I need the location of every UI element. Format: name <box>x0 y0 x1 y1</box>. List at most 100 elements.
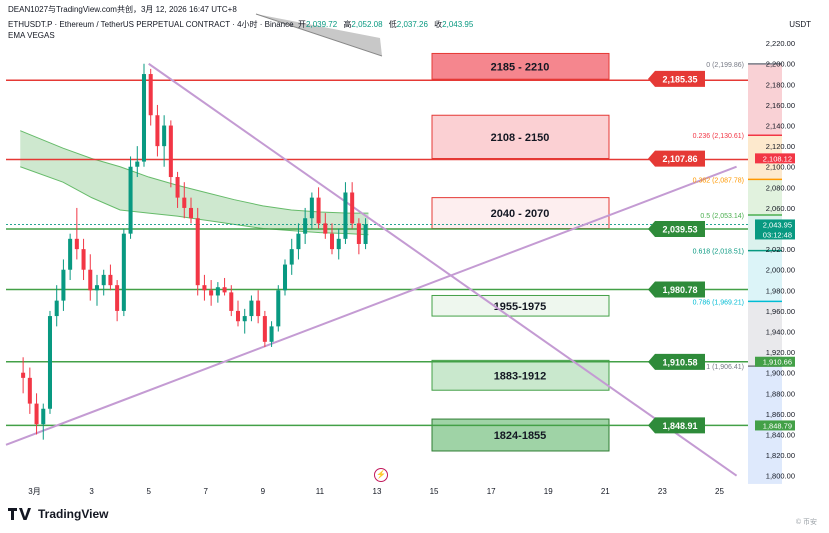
symbol-title[interactable]: ETHUSDT.P · Ethereum / TetherUS PERPETUA… <box>8 20 294 29</box>
zone-box-5 <box>431 418 610 452</box>
candle-body <box>94 285 100 291</box>
tradingview-logo: TradingView <box>8 507 108 521</box>
x-tick-label: 3 <box>89 487 94 496</box>
fib-label-2: 0.382 (2,087.78) <box>693 177 744 184</box>
candle-body <box>229 292 234 311</box>
price-tag-text-1: 2,107.86 <box>662 154 697 164</box>
high-value: 2,052.08 <box>351 20 383 29</box>
top-gray-triangle-edge <box>255 13 383 57</box>
x-tick-label: 3月 <box>28 487 40 496</box>
open-key: 开 <box>298 20 307 29</box>
candle-body <box>276 290 281 327</box>
y-tick-label: 2,140.00 <box>766 122 795 131</box>
y-tick-label: 1,860.00 <box>766 410 795 419</box>
price-tag-bg-2 <box>648 221 705 238</box>
tradingview-logo-text: TradingView <box>38 507 109 521</box>
price-tag-bg-0 <box>648 70 705 87</box>
candle-body <box>215 287 220 296</box>
close-key: 收 <box>434 20 443 29</box>
candle-body <box>195 218 200 286</box>
zone-box-3 <box>431 294 610 317</box>
axis-tag-bg-2 <box>755 356 795 367</box>
axis-tag-text-0: 2,108.12 <box>763 154 792 163</box>
share-text: DEAN1027与TradingView.com共创，3月 12, 2026 1… <box>8 5 237 14</box>
candle-body <box>54 300 59 317</box>
candle-body <box>175 177 180 198</box>
axis-tag-text-3: 1,848.79 <box>763 421 792 430</box>
fib-label-0: 0 (2,199.86) <box>706 62 744 69</box>
zone-label-1: 2108 - 2150 <box>491 132 550 144</box>
candle-body <box>128 166 133 234</box>
axis-tag-text-2: 1,910.66 <box>763 358 792 367</box>
candle-body <box>182 197 187 208</box>
ema-lower-line <box>20 166 369 236</box>
price-tag-bg-4 <box>648 353 705 370</box>
axis-tag-bg-1 <box>755 219 795 240</box>
zone-box-1 <box>431 114 610 159</box>
fib-label-5: 0.786 (1,969.21) <box>693 299 744 306</box>
y-tick-label: 1,960.00 <box>766 307 795 316</box>
x-tick-label: 21 <box>601 487 610 496</box>
x-tick-label: 17 <box>487 487 496 496</box>
candle-body <box>249 300 254 317</box>
candle-body <box>81 249 86 270</box>
fib-label-4: 0.618 (2,018.51) <box>693 249 744 256</box>
y-tick-label: 1,820.00 <box>766 451 795 460</box>
fib-strip-0 <box>748 63 782 136</box>
candle-body <box>108 274 113 286</box>
x-tick-label: 19 <box>544 487 553 496</box>
y-tick-label: 2,200.00 <box>766 60 795 69</box>
price-tag-text-2: 2,039.53 <box>662 225 697 235</box>
high-key: 高 <box>343 20 352 29</box>
fib-label-1: 0.236 (2,130.61) <box>693 133 744 140</box>
candle-body <box>155 115 160 147</box>
candle-body <box>61 269 66 301</box>
candle-body <box>296 233 301 250</box>
candle-body <box>27 377 32 404</box>
y-tick-label: 2,160.00 <box>766 101 795 110</box>
candle-body <box>168 125 173 178</box>
candle-body <box>269 326 274 342</box>
x-tick-label: 11 <box>316 487 325 496</box>
y-tick-label: 1,920.00 <box>766 348 795 357</box>
y-tick-label: 2,080.00 <box>766 183 795 192</box>
axis-tag-sub-1: 03:12:48 <box>763 230 792 239</box>
candle-body <box>68 238 73 270</box>
candle-body <box>47 316 52 409</box>
candle-body <box>343 192 348 239</box>
y-tick-label: 1,980.00 <box>766 286 795 295</box>
candle-body <box>316 197 321 224</box>
candle-body <box>336 238 341 250</box>
y-tick-label: 1,880.00 <box>766 389 795 398</box>
candle-body <box>74 238 79 250</box>
low-key: 低 <box>388 20 397 29</box>
y-tick-label: 2,060.00 <box>766 204 795 213</box>
y-tick-label: 2,220.00 <box>766 39 795 48</box>
y-tick-label: 1,940.00 <box>766 328 795 337</box>
indicator-name[interactable]: EMA VEGAS <box>8 31 55 40</box>
candle-body <box>209 290 214 296</box>
y-tick-label: 1,840.00 <box>766 431 795 440</box>
close-value: 2,043.95 <box>442 20 474 29</box>
candle-body <box>242 316 247 322</box>
bolt-icon[interactable]: ⚡ <box>374 468 388 482</box>
x-tick-label: 25 <box>715 487 724 496</box>
candle-body <box>309 197 314 219</box>
fib-strip-2 <box>748 179 782 215</box>
watermark: © 币安 <box>795 519 817 526</box>
candle-body <box>202 285 207 291</box>
fib-label-6: 1 (1,906.41) <box>706 364 744 371</box>
currency-label: USDT <box>789 20 811 29</box>
candle-body <box>350 192 355 224</box>
zone-box-0 <box>431 52 610 80</box>
share-header: DEAN1027与TradingView.com共创，3月 12, 2026 1… <box>8 4 237 15</box>
axis-tag-bg-0 <box>755 153 795 164</box>
candle-body <box>135 161 140 167</box>
y-tick-label: 2,020.00 <box>766 245 795 254</box>
zone-label-5: 1824-1855 <box>494 430 547 442</box>
indicator-legend[interactable]: EMA VEGAS <box>8 31 55 40</box>
fib-label-3: 0.5 (2,053.14) <box>700 213 744 220</box>
price-tag-bg-1 <box>648 150 705 167</box>
price-tag-text-3: 1,980.78 <box>662 285 697 295</box>
